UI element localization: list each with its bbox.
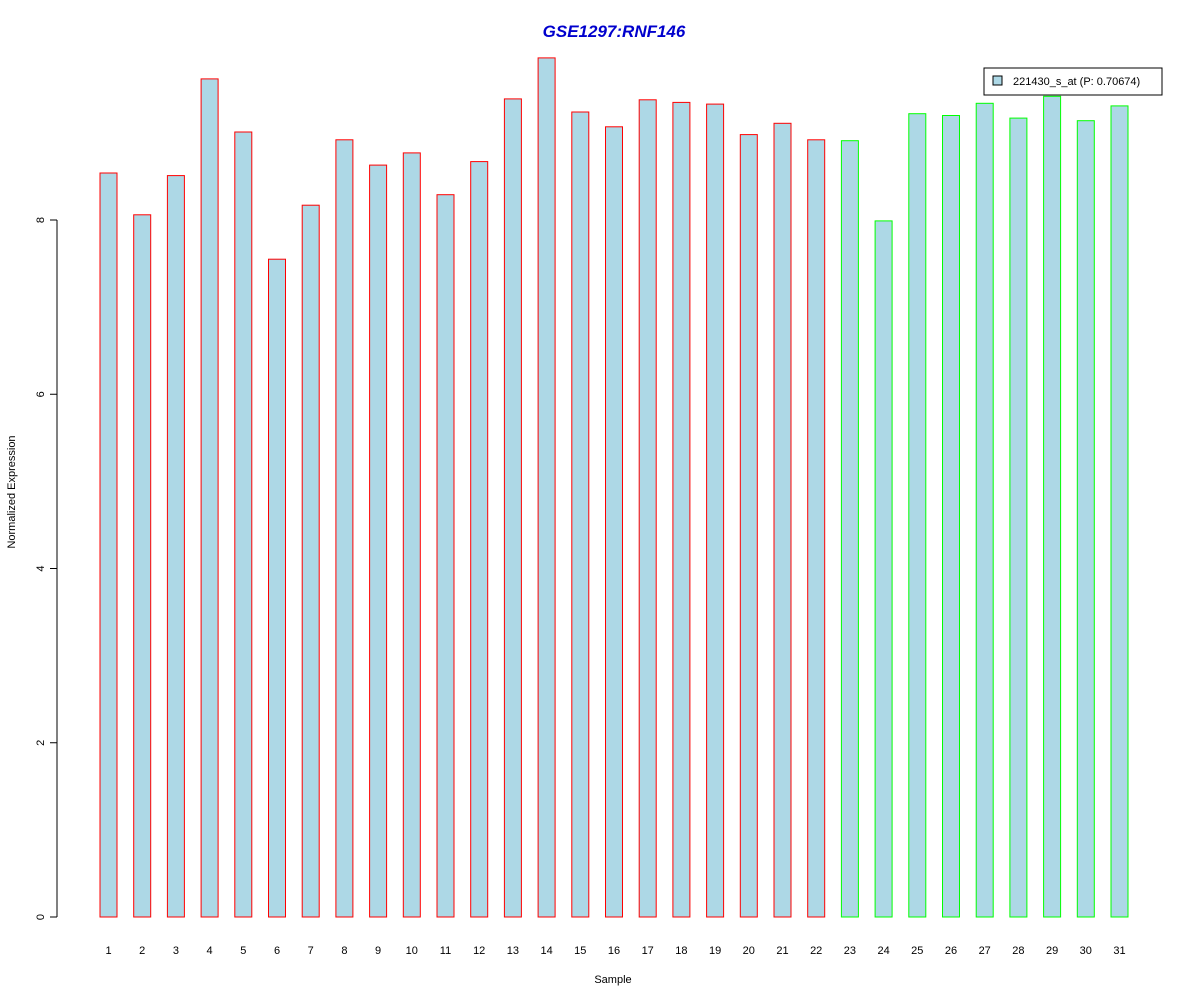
x-tick-label: 15 [574,945,586,957]
x-tick-label: 23 [844,945,856,957]
bar-sample-27 [975,102,994,918]
x-tick-label: 8 [341,945,347,957]
x-tick-label: 17 [642,945,654,957]
y-tick-label: 0 [35,914,47,920]
x-tick-label: 18 [675,945,687,957]
x-tick-label: 10 [406,945,418,957]
x-tick-label: 5 [240,945,246,957]
x-tick-label: 28 [1012,945,1024,957]
bar-sample-22 [807,139,826,918]
x-tick-label: 16 [608,945,620,957]
legend: 221430_s_at (P: 0.70674) [983,67,1163,96]
bar-sample-11 [436,194,455,918]
bar-sample-30 [1076,120,1095,918]
bar-sample-7 [301,204,320,918]
bar-sample-5 [234,131,253,918]
bar-sample-17 [638,99,657,918]
x-tick-label: 21 [776,945,788,957]
bar-sample-8 [335,139,354,918]
x-tick-label: 1 [105,945,111,957]
bar-sample-23 [840,140,859,918]
y-tick-label: 2 [35,740,47,746]
bar-sample-18 [672,101,691,918]
bar-sample-10 [402,152,421,918]
bar-sample-24 [874,220,893,918]
x-tick-label: 2 [139,945,145,957]
x-tick-label: 22 [810,945,822,957]
x-tick-label: 13 [507,945,519,957]
bar-sample-21 [773,122,792,918]
x-tick-label: 26 [945,945,957,957]
y-tick-label: 6 [35,391,47,397]
bar-sample-6 [268,258,286,918]
x-tick-label: 7 [308,945,314,957]
bar-sample-16 [605,126,623,918]
x-tick-label: 31 [1113,945,1125,957]
x-tick-label: 9 [375,945,381,957]
legend-swatch [992,75,1003,86]
x-tick-label: 3 [173,945,179,957]
bar-sample-2 [133,214,152,918]
bar-sample-15 [571,111,590,918]
x-tick-label: 12 [473,945,485,957]
bar-sample-12 [470,161,489,918]
x-tick-label: 27 [979,945,991,957]
bar-sample-14 [537,57,556,918]
x-tick-label: 4 [207,945,213,957]
x-tick-label: 19 [709,945,721,957]
bar-sample-20 [739,134,758,918]
legend-box [983,67,1163,96]
bar-sample-28 [1009,117,1028,918]
x-tick-label: 29 [1046,945,1058,957]
bar-sample-19 [706,103,725,918]
x-tick-label: 20 [743,945,755,957]
legend-label: 221430_s_at (P: 0.70674) [1013,76,1140,88]
chart-title: GSE1297:RNF146 [543,22,686,41]
bar-sample-31 [1110,105,1129,918]
x-tick-label: 24 [877,945,889,957]
y-axis-label: Normalized Expression [6,435,18,548]
x-tick-labels: 1 2 3 4 5 6 7 8 9 10 11 12 13 14 15 16 17 18 19 20 21 22 23 24 2… [105,945,1125,957]
bar-sample-9 [369,164,388,918]
x-tick-label: 11 [440,945,451,957]
bar-sample-26 [942,115,960,918]
bar-sample-4 [200,78,219,918]
y-tick-label: 8 [35,217,47,223]
x-tick-label: 30 [1080,945,1092,957]
y-tick-label: 4 [35,565,47,571]
bar-sample-25 [908,113,927,918]
x-tick-label: 14 [540,945,552,957]
bar-sample-29 [1043,95,1062,918]
bar-sample-3 [166,175,185,918]
x-tick-label: 6 [274,945,280,957]
bars [99,57,1129,918]
bar-sample-1 [99,172,118,918]
x-axis-label: Sample [594,974,631,986]
bar-sample-13 [503,98,522,918]
x-tick-label: 25 [911,945,923,957]
y-axis: 0 2 4 6 8 [35,217,58,920]
